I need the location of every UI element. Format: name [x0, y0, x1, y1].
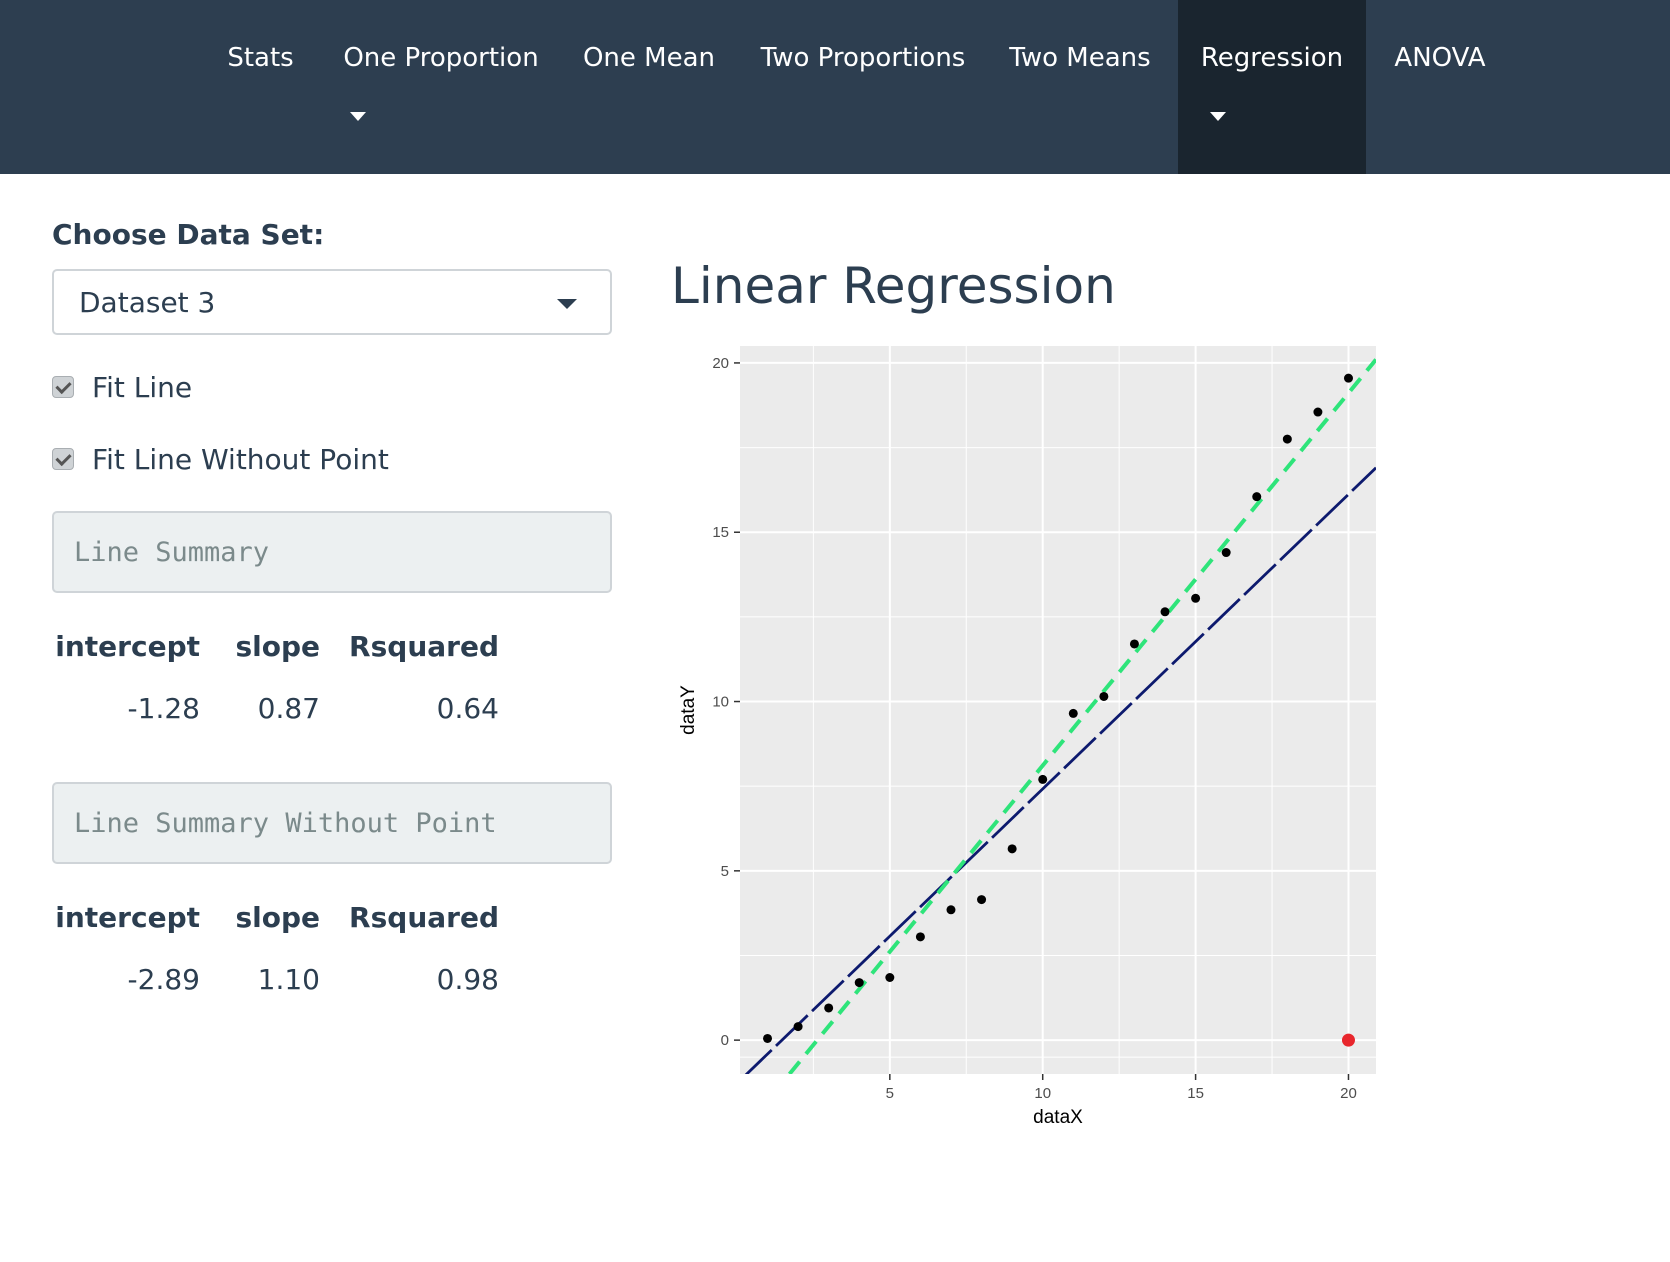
data-point	[854, 978, 864, 988]
y-tick-label: 5	[721, 863, 729, 880]
data-point	[885, 972, 895, 982]
dataset-select[interactable]: Dataset 3	[52, 269, 612, 335]
data-point	[946, 905, 956, 915]
value-slope: 0.87	[257, 692, 320, 725]
line-summary-label: Line Summary	[74, 537, 270, 568]
line-summary-without-point-label: Line Summary Without Point	[74, 808, 497, 839]
data-point	[1252, 492, 1262, 502]
x-tick-label: 15	[1187, 1085, 1204, 1102]
fit-line-checkbox[interactable]	[52, 376, 74, 398]
header-slope: slope	[235, 901, 320, 934]
data-point	[1099, 691, 1109, 701]
chevron-down-icon	[557, 299, 577, 309]
data-point	[1068, 708, 1078, 718]
header-rsquared: Rsquared	[349, 901, 499, 934]
nav-one-mean[interactable]: One Mean	[568, 0, 730, 174]
nav-label: Two Proportions	[760, 43, 966, 73]
data-point	[977, 895, 987, 905]
fit-line-label: Fit Line	[92, 371, 193, 404]
nav-label: Stats	[227, 43, 294, 73]
regression-plot: 5 10 15 20 0 5 10 15 20 dataX dataY	[678, 346, 1376, 1128]
nav-stats[interactable]: Stats	[213, 0, 308, 174]
check-icon	[55, 377, 72, 395]
value-intercept: -1.28	[127, 692, 200, 725]
nav-label: One Proportion	[343, 43, 539, 73]
data-point	[1343, 373, 1353, 383]
header-slope: slope	[235, 630, 320, 663]
nav-regression[interactable]: Regression	[1178, 0, 1366, 174]
data-point	[1313, 407, 1323, 417]
y-tick-label: 15	[712, 524, 729, 541]
x-tick-label: 5	[886, 1085, 894, 1102]
data-point	[1282, 434, 1292, 444]
header-rsquared: Rsquared	[349, 630, 499, 663]
plot-panel	[740, 346, 1376, 1074]
nav-anova[interactable]: ANOVA	[1384, 0, 1496, 174]
caret-down-icon	[1210, 112, 1226, 121]
x-axis-title: dataX	[1033, 1107, 1083, 1128]
nav-two-proportions[interactable]: Two Proportions	[758, 0, 968, 174]
value-intercept: -2.89	[127, 963, 200, 996]
navbar: Stats One Proportion One Mean Two Propor…	[0, 0, 1670, 174]
nav-label: Two Means	[1009, 43, 1151, 73]
data-point	[1221, 548, 1231, 558]
data-point	[915, 932, 925, 942]
data-point	[1129, 639, 1139, 649]
y-tick-label: 20	[712, 355, 729, 372]
y-axis-title: dataY	[678, 685, 699, 735]
fit-line-without-point	[786, 358, 1376, 1074]
check-icon	[55, 449, 72, 467]
line-summary-box: Line Summary	[52, 511, 612, 593]
line-summary-without-point-box: Line Summary Without Point	[52, 782, 612, 864]
x-tick-label: 20	[1340, 1085, 1357, 1102]
fit-line-without-point-label: Fit Line Without Point	[92, 443, 389, 476]
y-tick-label: 10	[712, 694, 729, 711]
y-tick-label: 0	[721, 1032, 729, 1049]
header-intercept: intercept	[55, 630, 200, 663]
value-rsquared: 0.98	[436, 963, 499, 996]
nav-two-means[interactable]: Two Means	[1000, 0, 1160, 174]
caret-down-icon	[350, 112, 366, 121]
data-point	[1160, 607, 1170, 617]
dataset-label: Choose Data Set:	[52, 218, 325, 251]
header-intercept: intercept	[55, 901, 200, 934]
value-rsquared: 0.64	[436, 692, 499, 725]
value-slope: 1.10	[257, 963, 320, 996]
nav-label: One Mean	[582, 43, 716, 73]
x-tick-label: 10	[1034, 1085, 1051, 1102]
data-point	[793, 1022, 803, 1032]
nav-label: ANOVA	[1394, 43, 1486, 73]
data-point	[1038, 774, 1048, 784]
page-title: Linear Regression	[671, 257, 1116, 315]
outlier-point	[1341, 1033, 1355, 1047]
nav-label: Regression	[1200, 43, 1344, 73]
nav-one-proportion[interactable]: One Proportion	[336, 0, 546, 174]
data-point	[763, 1033, 773, 1043]
fit-line-without-point-checkbox[interactable]	[52, 448, 74, 470]
data-point	[824, 1003, 834, 1013]
data-point	[1191, 593, 1201, 603]
data-point	[1007, 844, 1017, 854]
fit-line	[744, 466, 1376, 1074]
dataset-select-value: Dataset 3	[79, 286, 216, 319]
